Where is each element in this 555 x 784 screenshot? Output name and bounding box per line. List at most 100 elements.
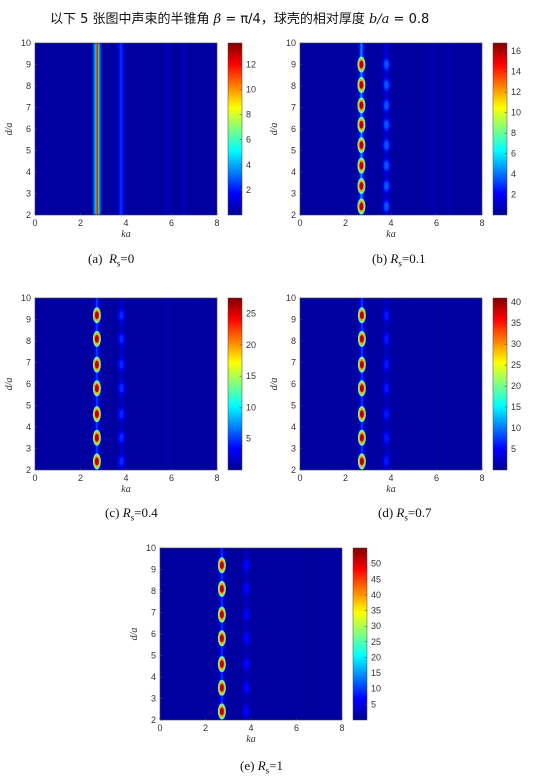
y-tick-label: 7 [291,358,296,368]
caption-c: (c) Rs=0.4 [105,505,158,523]
y-tick-label: 6 [26,124,31,134]
hot-spot [385,82,388,88]
hot-spot [120,435,123,440]
y-tick-label: 2 [291,465,296,475]
y-tick-label: 6 [26,379,31,389]
ridge-core [96,43,98,215]
y-tick-label: 4 [291,167,296,177]
y-tick-label: 9 [26,60,31,70]
hot-spot [360,204,363,209]
caption-label: (a) [88,251,103,266]
colorbar-tick-label: 15 [511,402,521,412]
colorbar-tick-label: 10 [511,108,521,118]
caption-label: (b) [372,251,388,266]
caption-label: (c) [105,505,120,520]
x-tick-label: 0 [297,218,302,228]
y-tick-label: 8 [26,336,31,346]
hot-spot [385,435,388,440]
ridge-band [119,43,123,215]
ridge-band [431,298,435,470]
colorbar [227,42,243,216]
y-tick-label: 2 [26,210,31,220]
caption-value: =1 [269,758,283,773]
colorbar-tick-label: 25 [511,360,521,370]
x-tick-label: 6 [169,218,174,228]
y-tick-label: 3 [291,444,296,454]
x-tick-label: 2 [203,723,208,733]
hot-spot [120,312,123,318]
hot-spot [95,435,98,440]
hot-spot [360,103,363,108]
x-tick-label: 4 [123,473,128,483]
hot-spot [245,612,248,617]
ridge-band [180,298,185,470]
heatmap-background [35,298,217,470]
colorbar-tick-label: 4 [511,169,516,179]
y-axis-label: d/a [269,378,280,391]
y-tick-label: 4 [26,167,31,177]
hot-spot [385,204,388,209]
hot-spot [385,336,388,342]
colorbar [492,297,508,471]
hot-spot [360,82,363,88]
hot-spot [360,411,363,417]
caption-value: =0.1 [401,251,426,266]
ridge-band [166,298,170,470]
y-tick-label: 7 [151,608,156,618]
y-tick-label: 5 [291,401,296,411]
header-mid: ，球壳的相对厚度 [260,12,369,27]
hot-spot [95,362,98,367]
colorbar-tick-label: 30 [511,339,521,349]
hot-spot [385,103,388,108]
heatmap-background [300,298,482,470]
x-tick-label: 4 [248,723,253,733]
beta-value: = π/4 [221,12,261,27]
x-tick-label: 6 [434,218,439,228]
y-tick-label: 8 [26,81,31,91]
colorbar-tick-label: 10 [511,423,521,433]
ridge-band [182,43,186,215]
caption-a: (a) Rs=0 [88,251,134,269]
x-tick-label: 2 [78,218,83,228]
hot-spot [385,362,388,367]
y-tick-label: 3 [291,189,296,199]
x-tick-label: 6 [294,723,299,733]
hot-spot [220,636,223,641]
colorbar-tick-label: 10 [246,84,256,94]
caption-b: (b) Rs=0.1 [372,251,425,269]
y-tick-label: 7 [26,103,31,113]
y-tick-label: 2 [151,715,156,725]
x-tick-label: 2 [343,473,348,483]
x-axis-label: ka [246,734,255,745]
colorbar-tick-label: 10 [371,684,381,694]
colorbar-tick-label: 14 [511,67,521,77]
hot-spot [360,62,363,67]
y-tick-label: 10 [21,38,31,48]
heatmap-background [35,43,217,215]
ridge-band [445,298,450,470]
colorbar-tick-label: 4 [246,160,251,170]
hot-spot [245,685,248,690]
colorbar-tick-label: 40 [511,297,521,307]
x-axis-label: ka [386,484,395,495]
hot-spot [120,336,123,342]
ratio-value: = 0.8 [389,12,430,27]
y-tick-label: 6 [291,379,296,389]
y-tick-label: 6 [151,629,156,639]
hot-spot [360,312,363,318]
x-tick-label: 4 [388,218,393,228]
x-tick-label: 0 [297,473,302,483]
caption-label: (d) [378,505,394,520]
colorbar-tick-label: 35 [511,318,521,328]
ridge-band [431,43,435,215]
colorbar-tick-label: 10 [246,402,256,412]
y-tick-label: 6 [291,124,296,134]
hot-spot [360,122,363,127]
hot-spot [360,435,363,440]
caption-subscript: s [116,258,121,269]
colorbar-tick-label: 35 [371,606,381,616]
hot-spot [385,411,388,417]
x-tick-label: 8 [214,473,219,483]
